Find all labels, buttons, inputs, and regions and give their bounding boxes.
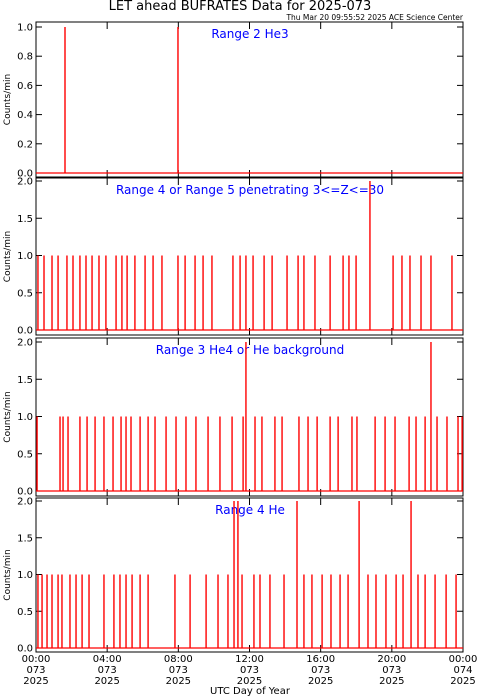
y-axis-label: Counts/min [3, 231, 13, 282]
x-tick-label: 2025 [379, 676, 404, 687]
x-tick-label: 073 [26, 665, 45, 676]
x-tick-label: 20:00 [377, 654, 406, 665]
x-tick-label: 073 [169, 665, 188, 676]
panel-label: Range 4 He [215, 503, 285, 517]
y-axis-label: Counts/min [3, 549, 13, 600]
panel-frame [35, 21, 464, 178]
y-tick-label: 1.0 [17, 23, 33, 34]
y-tick-label: 0.5 [17, 607, 33, 618]
y-tick-label: 1.0 [17, 570, 33, 581]
y-tick-label: 1.0 [17, 251, 33, 262]
x-tick-label: 2025 [166, 676, 191, 687]
x-tick-label: 2025 [94, 676, 119, 687]
y-tick-label: 0.4 [17, 110, 33, 121]
y-tick-label: 0.6 [17, 81, 33, 92]
panel-label: Range 4 or Range 5 penetrating 3<=Z<=30 [116, 183, 384, 197]
y-tick-label: 1.5 [17, 533, 33, 544]
x-tick-label: 08:00 [164, 654, 193, 665]
x-tick-label: 2025 [23, 676, 48, 687]
y-tick-label: 0.5 [17, 288, 33, 299]
x-tick-label: 2025 [450, 676, 475, 687]
y-tick-label: 1.0 [17, 412, 33, 423]
panel-frame [35, 497, 464, 653]
panel-label: Range 3 He4 or He background [156, 343, 344, 357]
x-tick-label: 2025 [237, 676, 262, 687]
x-tick-label: 073 [311, 665, 330, 676]
panel-label: Range 2 He3 [211, 27, 288, 41]
y-tick-label: 0.5 [17, 449, 33, 460]
x-tick-label: 2025 [308, 676, 333, 687]
x-tick-label: 074 [453, 665, 472, 676]
y-tick-label: 0.8 [17, 52, 33, 63]
y-tick-label: 1.5 [17, 214, 33, 225]
x-tick-label: 073 [382, 665, 401, 676]
x-tick-label: 073 [98, 665, 117, 676]
panel-frame [35, 177, 464, 336]
x-tick-label: 073 [240, 665, 259, 676]
y-tick-label: 2.0 [17, 497, 33, 508]
x-axis-label: UTC Day of Year [210, 686, 291, 697]
y-tick-label: 1.5 [17, 375, 33, 386]
y-tick-label: 2.0 [17, 338, 33, 349]
y-axis-label: Counts/min [3, 74, 13, 125]
y-tick-label: 2.0 [17, 177, 33, 188]
y-axis-label: Counts/min [3, 391, 13, 442]
chart-title: LET ahead BUFRATES Data for 2025-073 [109, 0, 372, 14]
x-tick-label: 00:00 [449, 654, 478, 665]
x-tick-label: 12:00 [235, 654, 264, 665]
y-tick-label: 0.0 [17, 326, 33, 337]
x-tick-label: 16:00 [306, 654, 335, 665]
y-tick-label: 0.2 [17, 139, 33, 150]
y-tick-label: 0.0 [17, 644, 33, 655]
y-tick-label: 0.0 [17, 169, 33, 180]
panel-frame [35, 337, 464, 497]
x-tick-label: 04:00 [93, 654, 122, 665]
timestamp: Thu Mar 20 09:55:52 2025 ACE Science Cen… [285, 13, 463, 22]
x-tick-label: 00:00 [22, 654, 51, 665]
y-tick-label: 0.0 [17, 487, 33, 498]
